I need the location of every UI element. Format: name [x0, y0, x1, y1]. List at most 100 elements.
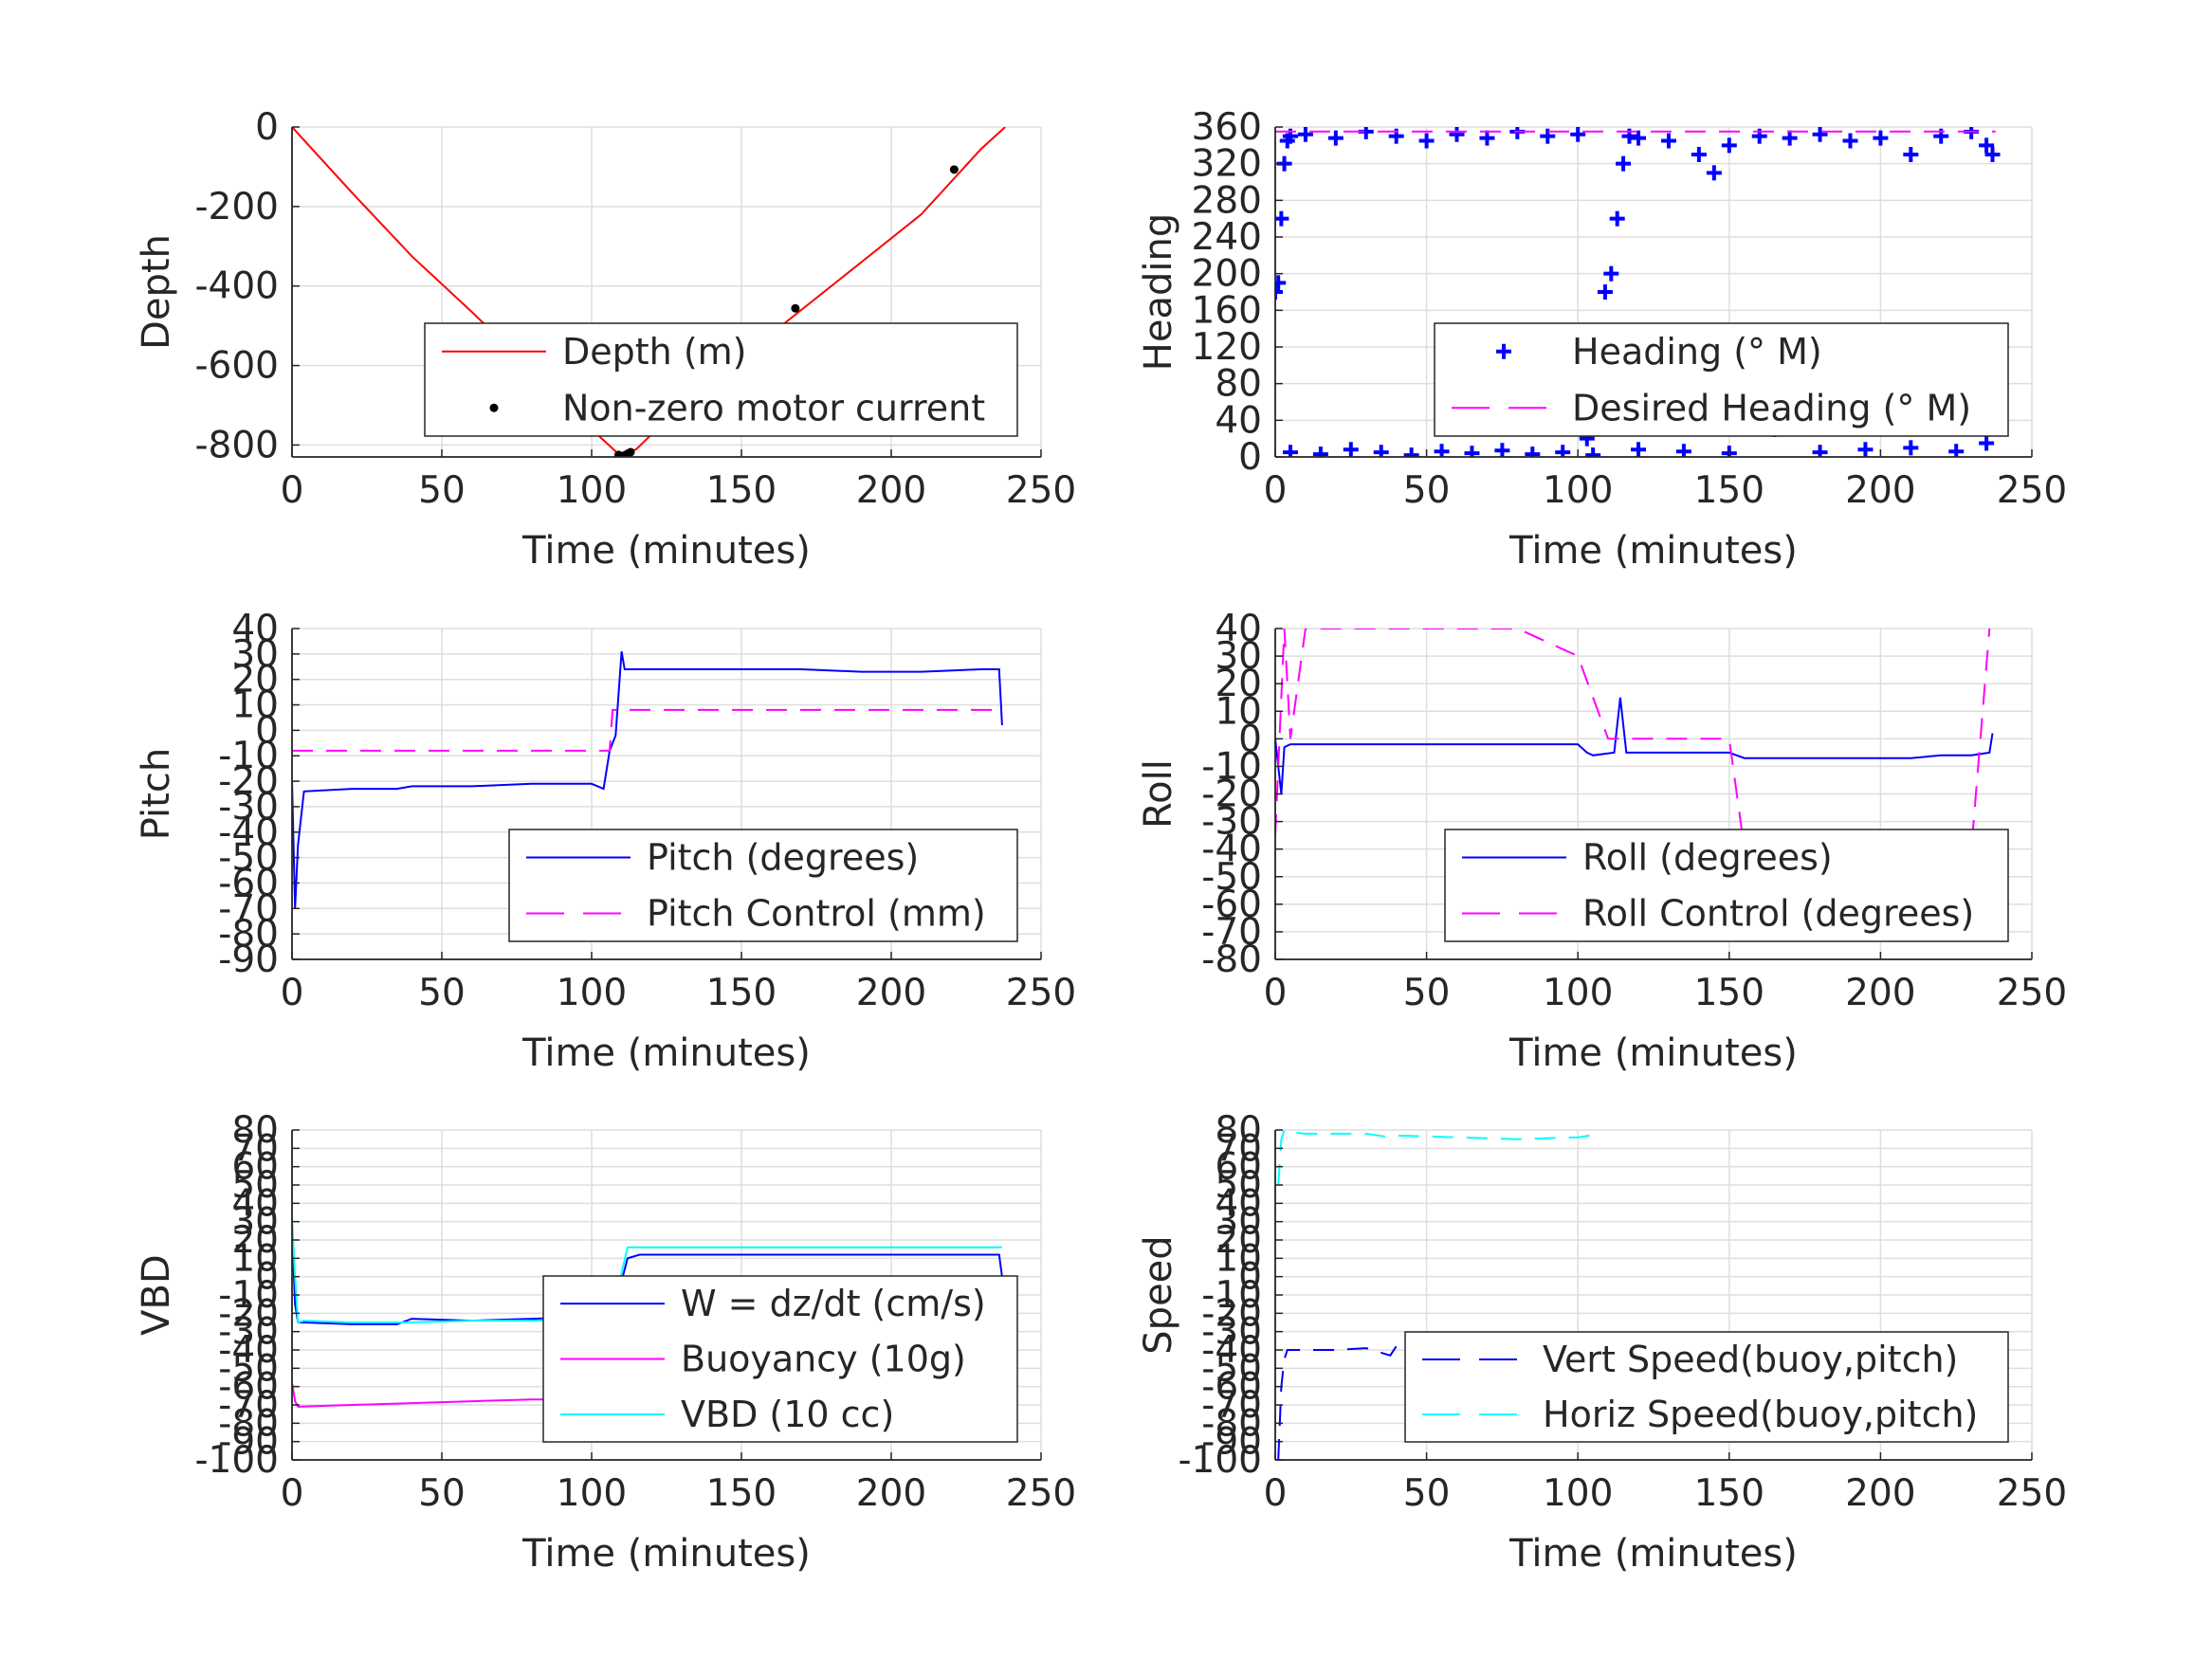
speed-ytick-label-7: 10 [1215, 1237, 1262, 1280]
vbd-ytick-label-17: -90 [218, 1421, 279, 1464]
pitch-ylabel: Pitch [135, 748, 178, 840]
vbd-xlabel: Time (minutes) [521, 1532, 811, 1576]
pitch-ytick-label-5: -10 [218, 735, 279, 777]
heading-series-0-point-33 [1873, 130, 1889, 146]
heading-legend: Heading (° M) Desired Heading (° M) [1434, 322, 2009, 437]
speed-ytick-label-14: -60 [1201, 1366, 1262, 1409]
pitch-xtick-label-0: 0 [281, 972, 304, 1014]
speed-ytick-label-10: -20 [1201, 1292, 1262, 1335]
vbd-ytick-label-3: 50 [231, 1164, 279, 1207]
roll-xtick-label-2: 100 [1543, 972, 1613, 1014]
roll-legend-entry-0-label: Roll (degrees) [1582, 837, 1833, 879]
heading-xtick-label-3: 150 [1694, 469, 1764, 512]
speed-legend-entry-0-label: Vert Speed(buoy,pitch) [1543, 1339, 1958, 1380]
vbd-ytick-label-11: -30 [218, 1311, 279, 1354]
heading-ytick-label-4: 160 [1192, 289, 1262, 332]
heading-series-0-point-25 [1660, 133, 1676, 149]
roll-xtick-label-1: 50 [1403, 972, 1451, 1014]
speed-xtick-label-5: 250 [1997, 1472, 2067, 1515]
depth-series-group [292, 127, 1006, 457]
heading-series-0-point-10 [1418, 133, 1435, 149]
heading-ytick-label-0: 0 [1238, 436, 1262, 479]
heading-series-0-point-0 [1275, 284, 1283, 300]
pitch-ytick-label-13: -90 [218, 939, 279, 981]
speed-ytick-label-16: -80 [1201, 1402, 1262, 1445]
speed-series-1-line [1277, 1130, 1591, 1186]
heading-ytick-label-9: 360 [1192, 106, 1262, 149]
vbd-ytick-label-15: -70 [218, 1384, 279, 1427]
pitch-series-0-line [292, 651, 1003, 909]
heading-xtick-label-1: 50 [1403, 469, 1451, 512]
speed-ytick-label-9: -10 [1201, 1274, 1262, 1317]
depth-xlabel: Time (minutes) [521, 529, 811, 573]
depth-xtick-label-5: 250 [1006, 469, 1076, 512]
heading-series-0-point-40 [1312, 447, 1328, 457]
roll-ytick-label-5: -10 [1201, 745, 1262, 788]
pitch-legend: Pitch (degrees) Pitch Control (mm) [508, 829, 1018, 942]
speed-legend-box [1404, 1331, 2009, 1443]
depth-series-0-line [292, 127, 1006, 457]
heading-series-0-point-54 [1812, 445, 1828, 457]
heading-series-0-point-24 [1631, 130, 1647, 146]
pitch-ytick-label-7: -30 [218, 786, 279, 829]
depth-legend: Depth (m) Non-zero motor current [424, 322, 1018, 437]
pitch-xtick-label-3: 150 [706, 972, 777, 1014]
roll-series-0-line [1275, 697, 1994, 794]
vbd-ytick-label-6: 20 [231, 1219, 279, 1262]
depth-legend-box [424, 322, 1018, 437]
pitch-legend-box [508, 829, 1018, 942]
pitch-ytick-label-6: -20 [218, 760, 279, 803]
roll-legend-box [1444, 829, 2009, 942]
roll-ytick-label-4: 0 [1238, 718, 1262, 760]
depth-legend-entry-1-label: Non-zero motor current [562, 387, 985, 428]
heading-series-0-point-14 [1540, 128, 1556, 144]
depth-series-1-point-6 [949, 165, 959, 174]
roll-ytick-label-8: -40 [1201, 829, 1262, 871]
speed-legend-entry-1-label: Horiz Speed(buoy,pitch) [1543, 1394, 1978, 1435]
heading-series-0-point-45 [1464, 446, 1480, 457]
depth-series-1-point-4 [626, 447, 635, 457]
heading-series-0-point-12 [1479, 130, 1495, 146]
speed-ytick-label-3: 50 [1215, 1164, 1262, 1207]
heading-series-0-point-30 [1782, 130, 1798, 146]
heading-series-0-point-58 [1979, 435, 1995, 451]
heading-series-0-point-46 [1494, 443, 1510, 457]
vbd-legend-entry-0-label: W = dz/dt (cm/s) [681, 1283, 986, 1324]
roll-ytick-label-0: 40 [1215, 608, 1262, 650]
speed-panel: 0 50 100 150 200 25080706050403020100-10-20-3… [1137, 1109, 2067, 1576]
pitch-ytick-label-9: -50 [218, 837, 279, 880]
pitch-ytick-label-2: 20 [231, 659, 279, 702]
heading-series-0-point-11 [1449, 127, 1465, 142]
heading-series-0-point-55 [1857, 442, 1874, 457]
speed-ytick-label-11: -30 [1201, 1311, 1262, 1354]
roll-legend-entry-1-label: Roll Control (degrees) [1582, 893, 1974, 935]
depth-ytick-label-0: 0 [255, 106, 279, 149]
heading-series-0-point-56 [1903, 440, 1919, 456]
heading-series-0-point-19 [1597, 284, 1613, 300]
pitch-xtick-label-1: 50 [418, 972, 466, 1014]
heading-series-0-point-47 [1525, 447, 1541, 457]
heading-series-0-point-6 [1297, 127, 1313, 142]
pitch-legend-entry-1-label: Pitch Control (mm) [647, 893, 986, 935]
pitch-ytick-label-1: 30 [231, 633, 279, 676]
heading-series-0-point-26 [1691, 147, 1707, 162]
pitch-xlabel: Time (minutes) [521, 1031, 811, 1075]
depth-xtick-label-2: 100 [557, 469, 627, 512]
heading-series-0-point-21 [1609, 210, 1625, 227]
roll-xtick-label-3: 150 [1694, 972, 1764, 1014]
heading-series-0-point-22 [1616, 155, 1632, 172]
speed-xtick-label-2: 100 [1543, 1472, 1613, 1515]
speed-ytick-label-17: -90 [1201, 1421, 1262, 1464]
heading-series-0-point-1 [1275, 275, 1287, 291]
speed-ylabel: Speed [1137, 1235, 1180, 1354]
vbd-panel: 0 50 100 150 200 25080706050403020100-10-20-3… [135, 1109, 1076, 1576]
roll-xtick-label-5: 250 [1997, 972, 2067, 1014]
heading-ytick-label-6: 240 [1192, 216, 1262, 259]
vbd-xtick-label-3: 150 [706, 1472, 777, 1515]
roll-ytick-label-2: 20 [1215, 663, 1262, 705]
pitch-xtick-label-4: 200 [856, 972, 926, 1014]
heading-ytick-label-3: 120 [1192, 326, 1262, 369]
heading-xtick-label-5: 250 [1997, 469, 2067, 512]
depth-ytick-label-2: -400 [194, 265, 279, 308]
